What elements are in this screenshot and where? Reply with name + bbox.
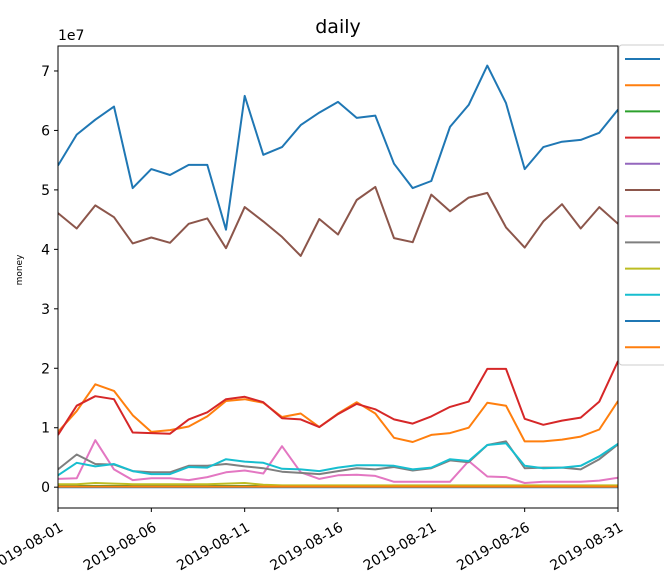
plot-frame	[57, 45, 619, 509]
series-line-3	[58, 360, 618, 436]
y-tick-label: 7	[41, 64, 50, 80]
legend	[618, 44, 664, 366]
series-line-5	[58, 185, 618, 257]
series-line-6	[58, 439, 618, 484]
y-tick-label: 2	[41, 361, 50, 377]
x-tick-label: 2019-08-06	[81, 520, 160, 575]
series-line-8	[58, 482, 618, 487]
y-offset-label: 1e7	[58, 28, 84, 44]
x-tick-label: 2019-08-26	[454, 520, 533, 575]
y-tick-label: 3	[41, 302, 50, 318]
y-tick-label: 4	[41, 242, 50, 258]
series-line-0	[58, 64, 618, 231]
series-layer	[58, 64, 618, 489]
y-axis: 0 1 2 3 4 5 6 7	[41, 64, 58, 496]
y-tick-label: 1	[41, 421, 50, 437]
y-tick-label: 0	[41, 480, 50, 496]
y-tick-label: 5	[41, 183, 50, 199]
series-line-9	[58, 442, 618, 477]
x-axis: 2019-08-01 2019-08-06 2019-08-11 2019-08-16…	[0, 508, 626, 574]
y-tick-label: 6	[41, 123, 50, 139]
series-line-7	[58, 440, 618, 476]
x-tick-label: 2019-08-01	[0, 520, 66, 575]
legend-box	[618, 44, 664, 366]
x-tick-label: 2019-08-16	[268, 520, 347, 575]
x-tick-label: 2019-08-21	[361, 520, 439, 575]
chart-title: daily	[315, 16, 361, 38]
x-tick-label: 2019-08-11	[174, 520, 252, 575]
x-tick-label: 2019-08-31	[548, 520, 626, 575]
y-axis-label: money	[15, 254, 25, 286]
